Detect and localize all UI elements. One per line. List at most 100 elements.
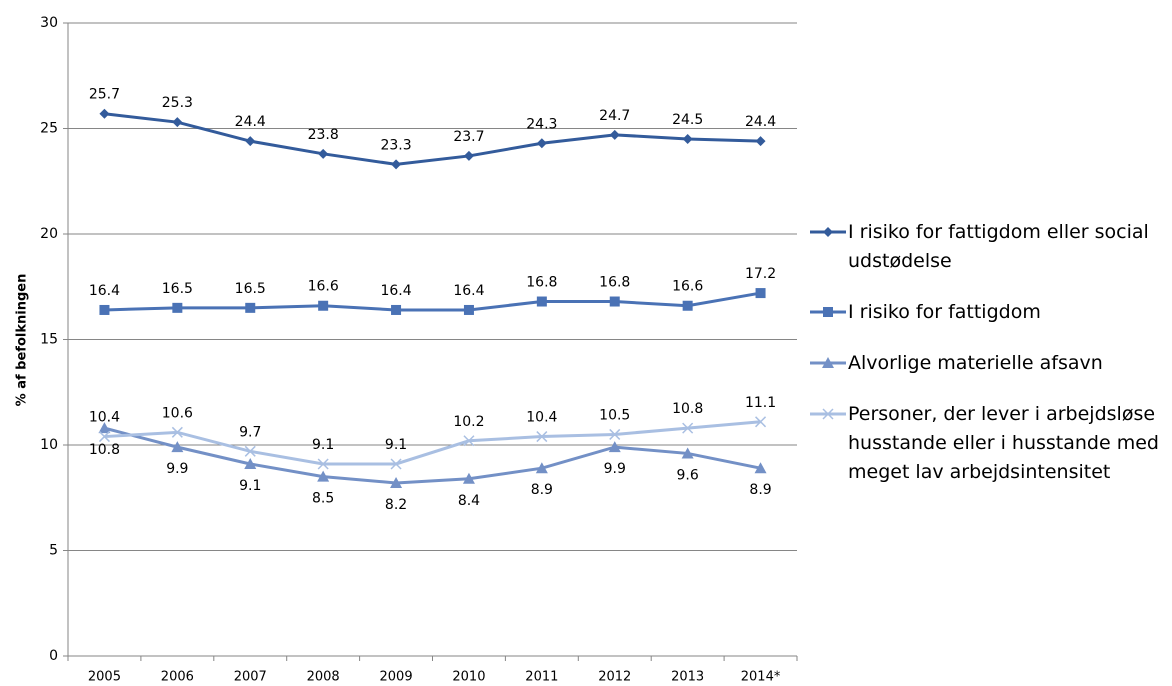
marker — [463, 435, 475, 447]
x-tick-label: 2010 — [452, 670, 485, 685]
y-tick-label: 0 — [49, 648, 58, 664]
x-tick-label: 2005 — [88, 670, 121, 685]
data-label: 23.7 — [453, 129, 484, 145]
marker — [682, 422, 694, 434]
legend-item: Personer, der lever i arbejdsløse hussta… — [810, 400, 1172, 487]
data-label: 17.2 — [745, 266, 776, 282]
marker — [608, 441, 621, 453]
marker — [536, 138, 547, 149]
marker — [171, 426, 183, 438]
x-tick-label: 2008 — [307, 670, 340, 685]
y-axis-label: % af befolkningen — [15, 274, 30, 407]
legend-icon — [810, 227, 846, 237]
data-label: 9.1 — [312, 437, 334, 453]
data-label: 8.5 — [312, 491, 334, 507]
legend-icon — [810, 307, 846, 317]
marker — [318, 300, 329, 311]
data-label: 8.4 — [458, 493, 480, 509]
marker — [318, 148, 329, 159]
legend-label: I risiko for fattigdom eller social udst… — [848, 221, 1149, 272]
data-label: 25.7 — [89, 87, 120, 103]
data-label: 10.8 — [89, 442, 120, 458]
legend-label: Personer, der lever i arbejdsløse hussta… — [848, 403, 1159, 483]
marker — [171, 441, 184, 453]
legend-item: Alvorlige materielle afsavn — [810, 349, 1172, 378]
marker — [536, 431, 548, 443]
marker — [390, 458, 402, 470]
marker — [823, 227, 833, 237]
data-label: 10.2 — [453, 414, 484, 430]
marker — [172, 117, 183, 128]
data-label: 16.4 — [453, 283, 484, 299]
marker — [391, 304, 402, 315]
data-label: 9.6 — [677, 467, 699, 483]
series-line — [104, 112, 761, 166]
data-label: 16.8 — [526, 275, 557, 291]
data-label: 25.3 — [162, 95, 193, 111]
y-tick-label: 20 — [40, 226, 58, 242]
marker — [609, 129, 620, 140]
marker — [823, 307, 833, 317]
series-line — [104, 426, 761, 485]
marker — [463, 150, 474, 161]
marker — [755, 416, 767, 428]
data-label: 24.5 — [672, 112, 703, 128]
marker — [609, 296, 620, 307]
marker — [390, 476, 403, 488]
y-tick-label: 30 — [40, 15, 58, 31]
marker — [463, 304, 474, 315]
legend-item: I risiko for fattigdom eller social udst… — [810, 218, 1172, 276]
data-label: 16.5 — [162, 281, 193, 297]
marker — [244, 445, 256, 457]
data-label: 24.4 — [235, 114, 266, 130]
data-label: 23.8 — [308, 127, 339, 143]
marker — [755, 288, 766, 299]
marker — [682, 134, 693, 145]
legend-item: I risiko for fattigdom — [810, 298, 1172, 327]
marker — [462, 472, 475, 484]
data-label: 9.1 — [239, 478, 261, 494]
data-label: 24.7 — [599, 108, 630, 124]
marker — [754, 462, 767, 474]
marker — [682, 300, 693, 311]
marker — [822, 357, 834, 368]
marker — [172, 302, 183, 313]
data-label: 10.8 — [672, 401, 703, 417]
marker — [98, 431, 110, 443]
data-label: 16.4 — [380, 283, 411, 299]
marker — [99, 304, 110, 315]
data-label: 10.6 — [162, 405, 193, 421]
marker — [245, 302, 256, 313]
y-tick-label: 5 — [49, 543, 58, 559]
data-label: 24.3 — [526, 116, 557, 132]
data-label: 16.4 — [89, 283, 120, 299]
marker — [99, 108, 110, 119]
data-label: 11.1 — [745, 395, 776, 411]
marker — [244, 457, 257, 469]
data-label: 10.5 — [599, 407, 630, 423]
data-label: 8.2 — [385, 497, 407, 513]
y-tick-label: 25 — [40, 121, 58, 137]
marker — [391, 159, 402, 170]
x-tick-label: 2012 — [598, 670, 631, 685]
x-tick-label: 2014* — [741, 670, 781, 685]
y-tick-label: 10 — [40, 437, 58, 453]
data-label: 8.9 — [531, 482, 553, 498]
data-label: 9.9 — [604, 461, 626, 477]
x-tick-label: 2007 — [234, 670, 267, 685]
marker — [755, 136, 766, 147]
data-label: 9.1 — [385, 437, 407, 453]
data-label: 10.4 — [526, 410, 557, 426]
marker — [536, 296, 547, 307]
series-line — [104, 420, 761, 466]
data-label: 9.9 — [166, 461, 188, 477]
x-tick-label: 2013 — [671, 670, 704, 685]
x-tick-label: 2009 — [380, 670, 413, 685]
y-tick-label: 15 — [40, 332, 58, 348]
marker — [822, 408, 834, 420]
data-label: 16.5 — [235, 281, 266, 297]
marker — [317, 470, 330, 482]
x-tick-label: 2006 — [161, 670, 194, 685]
